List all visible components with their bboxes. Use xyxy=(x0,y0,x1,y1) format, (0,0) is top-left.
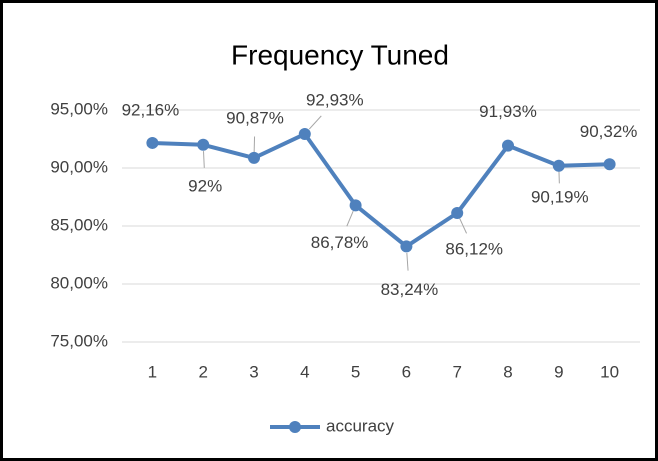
legend-label: accuracy xyxy=(326,416,395,435)
x-tick-label: 10 xyxy=(600,362,619,381)
data-point xyxy=(248,151,260,164)
data-label: 83,24% xyxy=(381,280,439,299)
leader-line xyxy=(459,218,468,234)
data-label: 90,19% xyxy=(531,187,589,206)
leader-line xyxy=(406,252,409,271)
data-line xyxy=(152,132,610,249)
x-tick-label: 9 xyxy=(554,362,563,381)
y-tick-label: 85,00% xyxy=(50,215,108,234)
data-point xyxy=(552,159,565,172)
data-label: 92,16% xyxy=(122,100,180,119)
data-point xyxy=(146,136,159,149)
x-tick-label: 7 xyxy=(452,362,461,381)
y-tick-label: 95,00% xyxy=(50,99,108,118)
x-tick-label: 6 xyxy=(402,362,411,381)
data-label: 86,12% xyxy=(445,239,503,258)
leader-line xyxy=(346,210,354,227)
chart-title: Frequency Tuned xyxy=(231,39,449,70)
data-point xyxy=(603,158,616,171)
data-point xyxy=(400,240,413,253)
x-tick-label: 3 xyxy=(249,362,258,381)
y-tick-label: 75,00% xyxy=(50,331,108,350)
data-label: 91,93% xyxy=(479,102,537,121)
data-label: 86,78% xyxy=(311,233,369,252)
data-label: 90,87% xyxy=(226,108,284,127)
x-tick-label: 2 xyxy=(198,362,207,381)
data-point xyxy=(197,138,210,151)
data-label: 92,93% xyxy=(306,90,364,109)
y-tick-label: 80,00% xyxy=(50,273,108,292)
leader-line xyxy=(203,151,205,168)
y-tick-label: 90,00% xyxy=(50,157,108,176)
legend-marker xyxy=(289,421,301,433)
x-tick-label: 8 xyxy=(503,362,512,381)
data-label: 92% xyxy=(188,176,222,195)
data-point xyxy=(349,199,362,212)
leader-line xyxy=(308,115,322,130)
x-tick-label: 4 xyxy=(300,362,309,381)
x-tick-label: 1 xyxy=(148,362,157,381)
data-point xyxy=(502,139,514,152)
data-point xyxy=(298,128,311,141)
data-label: 90,32% xyxy=(580,122,638,141)
x-tick-label: 5 xyxy=(351,362,360,381)
data-point xyxy=(451,207,464,220)
